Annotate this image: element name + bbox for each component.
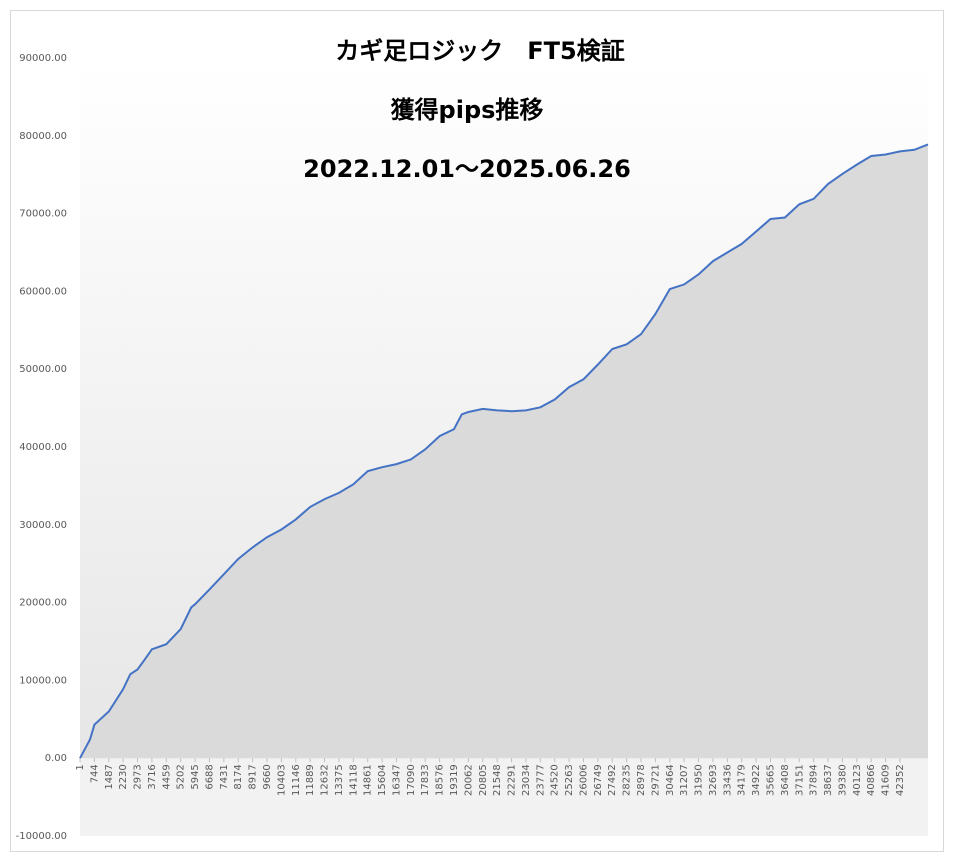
y-tick-label: 50000.00 (19, 364, 67, 375)
x-tick-label: 2230 (118, 764, 129, 789)
x-tick-label: 26749 (593, 764, 604, 796)
x-tick-label: 744 (89, 764, 100, 783)
area-fill (80, 144, 928, 759)
chart-title: カギ足ロジック FT5検証 (335, 37, 624, 65)
x-tick-label: 20805 (478, 764, 489, 796)
x-tick-label: 33436 (722, 764, 733, 796)
y-tick-label: 80000.00 (19, 131, 67, 142)
x-tick-label: 40866 (866, 764, 877, 796)
x-tick-label: 11146 (291, 764, 302, 796)
x-tick-label: 4459 (161, 764, 172, 789)
x-tick-label: 37894 (809, 764, 820, 796)
x-tick-label: 1 (75, 764, 86, 770)
x-tick-label: 37151 (794, 764, 805, 796)
y-tick-label: 90000.00 (19, 53, 67, 64)
x-tick-label: 23777 (535, 764, 546, 796)
x-tick-label: 8917 (248, 764, 259, 789)
x-tick-label: 39380 (837, 764, 848, 796)
chart-subtitle: 獲得pips推移 (391, 96, 544, 124)
x-tick-label: 3716 (147, 764, 158, 789)
x-tick-label: 1487 (104, 764, 115, 789)
x-tick-label: 5202 (176, 764, 187, 789)
x-tick-label: 6688 (204, 764, 215, 789)
x-tick-label: 42352 (895, 764, 906, 796)
y-tick-label: 30000.00 (19, 520, 67, 531)
x-tick-label: 5945 (190, 764, 201, 789)
negative-region (80, 758, 928, 836)
x-tick-label: 23034 (521, 764, 532, 796)
x-tick-label: 17090 (406, 764, 417, 796)
x-tick-label: 18576 (435, 764, 446, 796)
y-tick-label: 0.00 (45, 753, 67, 764)
x-tick-label: 8174 (233, 764, 244, 789)
x-tick-label: 40123 (852, 764, 863, 796)
x-tick-label: 28978 (636, 764, 647, 796)
x-tick-label: 41609 (881, 764, 892, 796)
y-tick-label: 60000.00 (19, 286, 67, 297)
x-tick-label: 13375 (334, 764, 345, 796)
x-tick-label: 21548 (492, 764, 503, 796)
x-tick-label: 38637 (823, 764, 834, 796)
x-tick-label: 2973 (133, 764, 144, 789)
x-tick-label: 36408 (780, 764, 791, 796)
x-tick-label: 20062 (463, 764, 474, 796)
x-tick-label: 34922 (751, 764, 762, 796)
y-tick-label: 40000.00 (19, 442, 67, 453)
x-tick-label: 31207 (679, 764, 690, 796)
x-tick-label: 31950 (694, 764, 705, 796)
x-tick-label: 10403 (276, 764, 287, 796)
x-tick-label: 14861 (363, 764, 374, 796)
x-tick-label: 29721 (650, 764, 661, 796)
y-tick-label: 10000.00 (19, 675, 67, 686)
x-tick-label: 26006 (578, 764, 589, 796)
x-tick-label: 12632 (320, 764, 331, 796)
data-line (79, 143, 929, 759)
x-tick-label: 9660 (262, 764, 273, 789)
x-tick-label: 28235 (622, 764, 633, 796)
x-tick-label: 14118 (348, 764, 359, 796)
x-tick-label: 15604 (377, 764, 388, 796)
x-tick-label: 34179 (737, 764, 748, 796)
x-tick-label: 24520 (550, 764, 561, 796)
x-tick-label: 19319 (449, 764, 460, 796)
chart-date-range: 2022.12.01～2025.06.26 (303, 155, 631, 183)
plot-area (79, 58, 929, 836)
x-tick-label: 35665 (765, 764, 776, 796)
x-tick-label: 17833 (420, 764, 431, 796)
x-tick-label: 16347 (391, 764, 402, 796)
x-tick-label: 7431 (219, 764, 230, 789)
x-tick-label: 27492 (607, 764, 618, 796)
y-tick-label: 70000.00 (19, 209, 67, 220)
x-tick-label: 32693 (708, 764, 719, 796)
x-tick-label: 22291 (507, 764, 518, 796)
x-tick-label: 25263 (564, 764, 575, 796)
y-tick-label: 20000.00 (19, 598, 67, 609)
x-tick-label: 30464 (665, 764, 676, 796)
x-tick-label: 11889 (305, 764, 316, 796)
y-tick-label: -10000.00 (16, 831, 67, 842)
